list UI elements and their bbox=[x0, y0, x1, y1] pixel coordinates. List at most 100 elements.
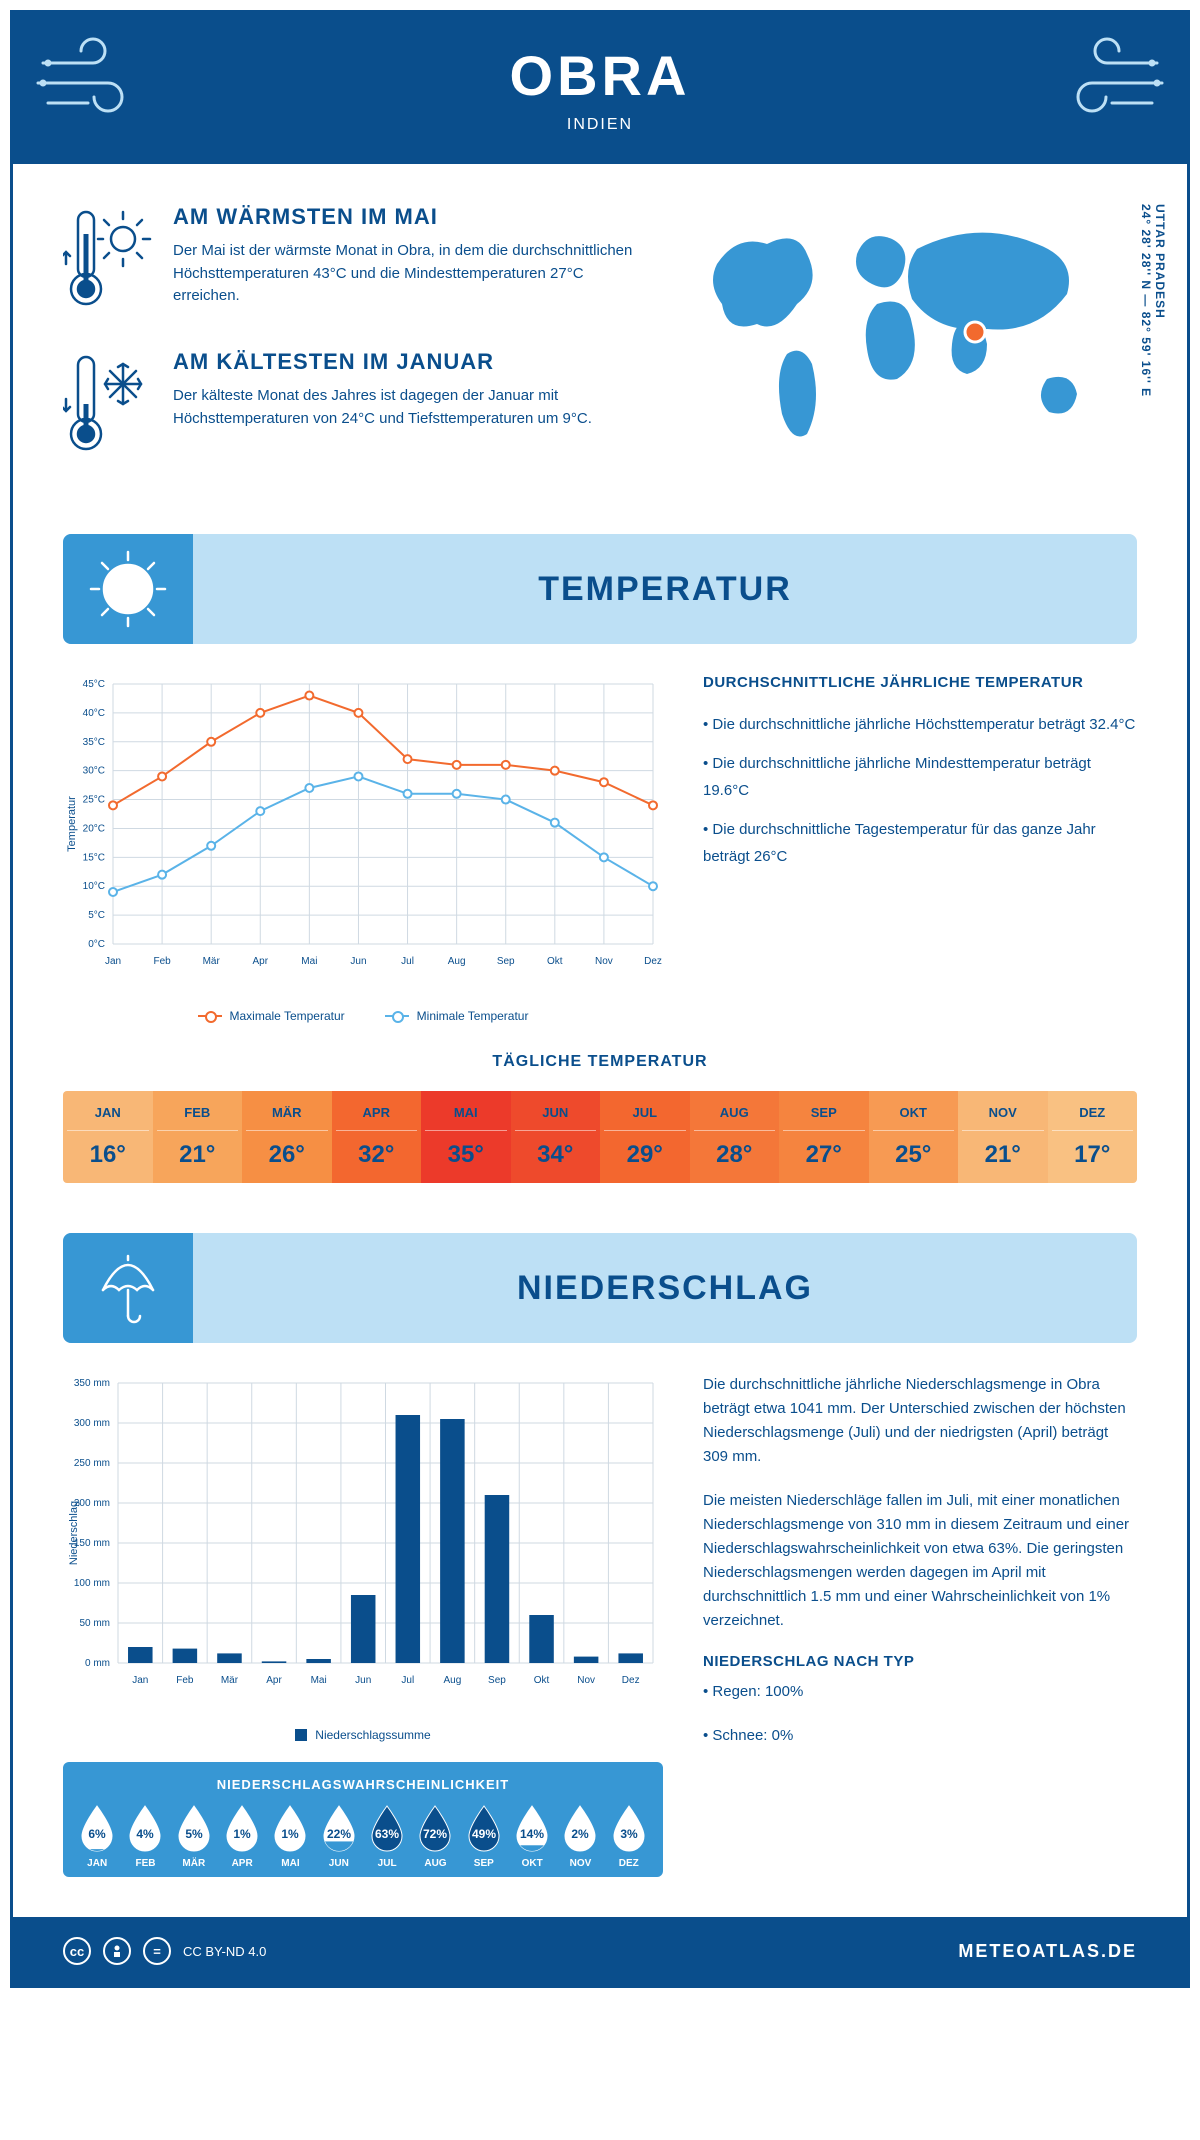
temp-section: 0°C5°C10°C15°C20°C25°C30°C35°C40°C45°CJa… bbox=[63, 674, 1137, 1023]
warm-title: AM WÄRMSTEN IM MAI bbox=[173, 204, 637, 230]
svg-text:Temperatur: Temperatur bbox=[66, 796, 78, 852]
svg-text:15°C: 15°C bbox=[83, 852, 105, 863]
svg-text:Aug: Aug bbox=[448, 956, 466, 967]
svg-text:Nov: Nov bbox=[577, 1675, 595, 1686]
coordinates: UTTAR PRADESH 24° 28' 28'' N — 82° 59' 1… bbox=[1139, 204, 1167, 397]
svg-text:Jul: Jul bbox=[401, 956, 414, 967]
cold-text: AM KÄLTESTEN IM JANUAR Der kälteste Mona… bbox=[173, 349, 637, 464]
svg-text:50 mm: 50 mm bbox=[79, 1618, 110, 1629]
svg-text:20°C: 20°C bbox=[83, 823, 105, 834]
cc-icon: cc bbox=[63, 1937, 91, 1965]
svg-text:Jan: Jan bbox=[132, 1675, 148, 1686]
svg-text:40°C: 40°C bbox=[83, 708, 105, 719]
svg-text:3%: 3% bbox=[620, 1827, 638, 1841]
svg-text:300 mm: 300 mm bbox=[74, 1418, 110, 1429]
svg-text:2%: 2% bbox=[572, 1827, 590, 1841]
precip-type-title: NIEDERSCHLAG NACH TYP bbox=[703, 1653, 1137, 1670]
cold-title: AM KÄLTESTEN IM JANUAR bbox=[173, 349, 637, 375]
prob-row: 6% JAN 4% FEB 5% bbox=[73, 1804, 653, 1869]
svg-text:Jan: Jan bbox=[105, 956, 121, 967]
nd-icon: = bbox=[143, 1937, 171, 1965]
svg-text:Jun: Jun bbox=[350, 956, 366, 967]
page: OBRA INDIEN bbox=[10, 10, 1190, 1988]
cold-block: AM KÄLTESTEN IM JANUAR Der kälteste Mona… bbox=[63, 349, 637, 464]
precip-legend: Niederschlagssumme bbox=[63, 1728, 663, 1742]
content: AM WÄRMSTEN IM MAI Der Mai ist der wärms… bbox=[13, 164, 1187, 1917]
precip-section-header: NIEDERSCHLAG bbox=[63, 1233, 1137, 1343]
svg-text:6%: 6% bbox=[88, 1827, 106, 1841]
footer: cc = CC BY-ND 4.0 METEOATLAS.DE bbox=[13, 1917, 1187, 1985]
cold-desc: Der kälteste Monat des Jahres ist dagege… bbox=[173, 385, 637, 430]
site-name: METEOATLAS.DE bbox=[958, 1941, 1137, 1962]
prob-cell: 5% MÄR bbox=[170, 1804, 218, 1869]
svg-text:Sep: Sep bbox=[488, 1675, 506, 1686]
svg-text:5°C: 5°C bbox=[88, 910, 105, 921]
svg-text:Sep: Sep bbox=[497, 956, 515, 967]
svg-text:5%: 5% bbox=[185, 1827, 203, 1841]
svg-text:25°C: 25°C bbox=[83, 795, 105, 806]
world-map: UTTAR PRADESH 24° 28' 28'' N — 82° 59' 1… bbox=[677, 204, 1137, 494]
legend-precip: Niederschlagssumme bbox=[295, 1728, 430, 1742]
svg-text:350 mm: 350 mm bbox=[74, 1378, 110, 1389]
precip-type-0: • Regen: 100% bbox=[703, 1680, 1137, 1704]
daily-temp-title: TÄGLICHE TEMPERATUR bbox=[63, 1053, 1137, 1071]
svg-text:Dez: Dez bbox=[644, 956, 662, 967]
temp-title: TEMPERATUR bbox=[193, 570, 1137, 609]
svg-text:Mai: Mai bbox=[311, 1675, 327, 1686]
svg-text:72%: 72% bbox=[423, 1827, 447, 1841]
probability-box: NIEDERSCHLAGSWAHRSCHEINLICHKEIT 6% JAN 4… bbox=[63, 1762, 663, 1877]
header: OBRA INDIEN bbox=[13, 13, 1187, 164]
svg-text:1%: 1% bbox=[233, 1827, 251, 1841]
svg-text:Mär: Mär bbox=[221, 1675, 239, 1686]
temp-cell: SEP27° bbox=[779, 1091, 869, 1183]
temp-info-title: DURCHSCHNITTLICHE JÄHRLICHE TEMPERATUR bbox=[703, 674, 1137, 691]
prob-title: NIEDERSCHLAGSWAHRSCHEINLICHKEIT bbox=[73, 1777, 653, 1792]
temp-cell: NOV21° bbox=[958, 1091, 1048, 1183]
precip-left: 0 mm50 mm100 mm150 mm200 mm250 mm300 mm3… bbox=[63, 1373, 663, 1877]
license-text: CC BY-ND 4.0 bbox=[183, 1944, 266, 1959]
svg-text:Apr: Apr bbox=[266, 1675, 282, 1686]
svg-text:0°C: 0°C bbox=[88, 939, 105, 950]
country-name: INDIEN bbox=[510, 116, 691, 134]
thermometer-sun-icon bbox=[63, 204, 153, 319]
svg-text:Aug: Aug bbox=[443, 1675, 461, 1686]
prob-cell: 63% JUL bbox=[363, 1804, 411, 1869]
svg-text:Jun: Jun bbox=[355, 1675, 371, 1686]
svg-text:Niederschlag: Niederschlag bbox=[68, 1501, 80, 1565]
prob-cell: 2% NOV bbox=[556, 1804, 604, 1869]
svg-text:14%: 14% bbox=[520, 1827, 544, 1841]
svg-text:45°C: 45°C bbox=[83, 679, 105, 690]
svg-text:35°C: 35°C bbox=[83, 737, 105, 748]
umbrella-icon bbox=[63, 1233, 193, 1343]
temp-cell: MAI35° bbox=[421, 1091, 511, 1183]
wind-icon-right bbox=[1057, 33, 1167, 138]
svg-text:22%: 22% bbox=[327, 1827, 351, 1841]
svg-text:250 mm: 250 mm bbox=[74, 1458, 110, 1469]
svg-text:Feb: Feb bbox=[176, 1675, 194, 1686]
prob-cell: 3% DEZ bbox=[605, 1804, 653, 1869]
svg-text:30°C: 30°C bbox=[83, 766, 105, 777]
temp-cell: JUN34° bbox=[511, 1091, 601, 1183]
temp-bullet-2: • Die durchschnittliche Tagestemperatur … bbox=[703, 816, 1137, 870]
temp-bullet-0: • Die durchschnittliche jährliche Höchst… bbox=[703, 711, 1137, 738]
svg-text:Mai: Mai bbox=[301, 956, 317, 967]
precip-title: NIEDERSCHLAG bbox=[193, 1269, 1137, 1308]
precip-text-1: Die durchschnittliche jährliche Niedersc… bbox=[703, 1373, 1137, 1469]
temp-cell: JAN16° bbox=[63, 1091, 153, 1183]
sun-icon bbox=[63, 534, 193, 644]
svg-text:Okt: Okt bbox=[547, 956, 563, 967]
svg-text:Feb: Feb bbox=[153, 956, 171, 967]
climate-left: AM WÄRMSTEN IM MAI Der Mai ist der wärms… bbox=[63, 204, 637, 494]
svg-text:Apr: Apr bbox=[252, 956, 268, 967]
svg-text:Jul: Jul bbox=[401, 1675, 414, 1686]
city-name: OBRA bbox=[510, 43, 691, 108]
wind-icon-left bbox=[33, 33, 143, 138]
temp-section-header: TEMPERATUR bbox=[63, 534, 1137, 644]
daily-temp-table: JAN16°FEB21°MÄR26°APR32°MAI35°JUN34°JUL2… bbox=[63, 1091, 1137, 1183]
temp-cell: OKT25° bbox=[869, 1091, 959, 1183]
precip-text-2: Die meisten Niederschläge fallen im Juli… bbox=[703, 1489, 1137, 1633]
temp-cell: FEB21° bbox=[153, 1091, 243, 1183]
thermometer-snow-icon bbox=[63, 349, 153, 464]
prob-cell: 6% JAN bbox=[73, 1804, 121, 1869]
warm-text: AM WÄRMSTEN IM MAI Der Mai ist der wärms… bbox=[173, 204, 637, 319]
